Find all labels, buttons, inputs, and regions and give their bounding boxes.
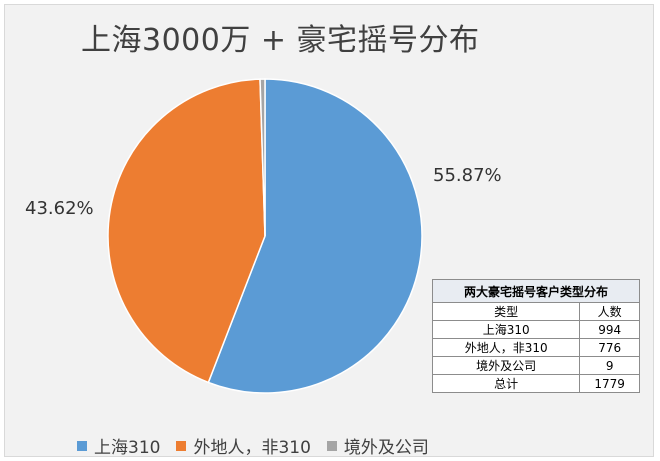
table-row: 总计 1779 — [431, 374, 640, 393]
legend-swatch — [77, 440, 87, 451]
table-cell: 上海310 — [431, 320, 581, 339]
table-cell: 776 — [579, 338, 640, 357]
chart-title: 上海3000万 + 豪宅摇号分布 — [81, 23, 480, 58]
pie-chart — [107, 78, 423, 394]
table-cell: 境外及公司 — [431, 356, 581, 375]
customer-type-table: 两大豪宅摇号客户类型分布 类型 人数 上海310 994 外地人，非310 77… — [431, 279, 640, 393]
table-row: 境外及公司 9 — [431, 356, 640, 375]
legend: 上海310 外地人，非310 境外及公司 — [77, 433, 429, 458]
table-header-row: 类型 人数 — [431, 302, 640, 321]
table-row: 上海310 994 — [431, 320, 640, 339]
table-header-count: 人数 — [579, 302, 640, 321]
legend-label: 外地人，非310 — [193, 438, 311, 458]
legend-item-overseas: 境外及公司 — [326, 433, 429, 458]
table-row: 外地人，非310 776 — [431, 338, 640, 357]
pie-slice-nonlocal — [107, 78, 266, 384]
table-cell: 994 — [579, 320, 640, 339]
pie-slice-overseas — [259, 78, 266, 237]
percent-label-nonlocal: 43.62% — [25, 198, 94, 219]
legend-label: 上海310 — [94, 438, 161, 458]
legend-swatch — [176, 440, 187, 451]
table-cell: 外地人，非310 — [431, 338, 581, 357]
chart-area: 上海3000万 + 豪宅摇号分布 55.87% 43.62% 上海310 外地人… — [4, 4, 654, 458]
legend-item-shanghai310: 上海310 — [77, 433, 160, 458]
pie-slice-shanghai310 — [207, 78, 423, 394]
table-cell: 总计 — [431, 374, 581, 393]
table-header-type: 类型 — [431, 302, 581, 321]
legend-swatch — [326, 440, 337, 451]
legend-label: 境外及公司 — [343, 438, 429, 458]
table-cell: 1779 — [579, 374, 640, 393]
legend-item-nonlocal: 外地人，非310 — [176, 433, 311, 458]
table-cell: 9 — [579, 356, 640, 375]
percent-label-shanghai310: 55.87% — [433, 165, 502, 186]
table-title: 两大豪宅摇号客户类型分布 — [432, 279, 640, 303]
